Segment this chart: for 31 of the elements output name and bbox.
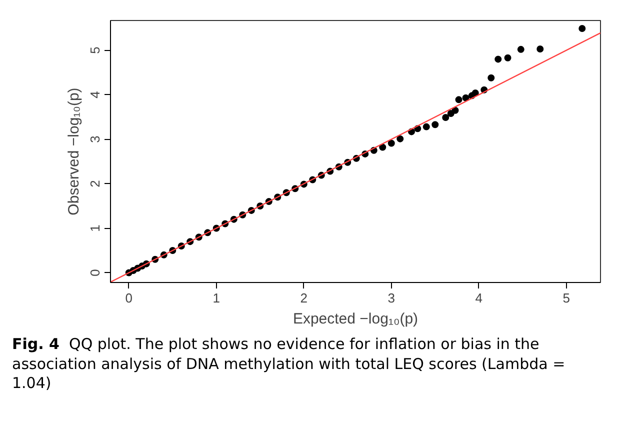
point <box>536 45 544 52</box>
point <box>379 144 386 151</box>
point <box>388 140 395 147</box>
x-tick-label: 4 <box>475 290 482 306</box>
caption: Fig. 4 <box>12 335 60 353</box>
point <box>422 123 430 130</box>
point <box>432 121 439 128</box>
y-tick-label: 4 <box>88 91 102 98</box>
x-tick-label: 1 <box>212 290 220 306</box>
x-tick-label: 3 <box>388 290 395 306</box>
y-tick-label: 3 <box>88 136 102 143</box>
point <box>472 90 479 96</box>
point <box>455 96 462 104</box>
point <box>578 25 586 32</box>
y-tick-label: 5 <box>88 46 102 54</box>
point <box>494 56 502 63</box>
point <box>462 94 470 102</box>
point <box>504 54 512 62</box>
point <box>488 74 495 82</box>
point <box>517 46 524 53</box>
y-axis-title: Observed −log₁₀(p) <box>66 88 82 216</box>
point <box>442 114 450 121</box>
x-tick-label: 5 <box>562 290 570 306</box>
point <box>396 135 404 142</box>
y-tick-label: 1 <box>88 224 102 232</box>
x-axis-title: Expected −log₁₀(p) <box>292 310 418 328</box>
y-tick-label: 0 <box>88 269 102 276</box>
x-tick-label: 0 <box>125 290 132 306</box>
x-tick-label: 2 <box>300 290 308 306</box>
y-tick-label: 2 <box>88 180 102 188</box>
point <box>452 106 459 114</box>
